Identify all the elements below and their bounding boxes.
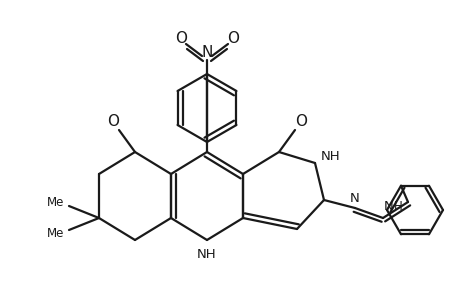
Text: O: O <box>294 115 306 130</box>
Text: Me: Me <box>47 227 65 241</box>
Text: O: O <box>107 115 119 130</box>
Text: NH: NH <box>197 248 216 262</box>
Text: NH: NH <box>320 151 340 164</box>
Text: N: N <box>201 44 212 59</box>
Text: O: O <box>226 31 239 46</box>
Text: Me: Me <box>47 196 65 208</box>
Text: O: O <box>174 31 187 46</box>
Text: H: H <box>393 200 402 212</box>
Text: N: N <box>349 191 359 205</box>
Text: N: N <box>383 200 393 212</box>
